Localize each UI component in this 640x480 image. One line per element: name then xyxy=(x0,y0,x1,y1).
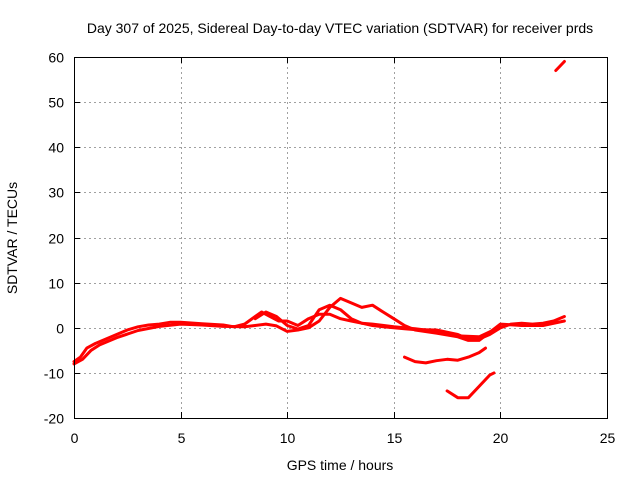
y-tick-label: 10 xyxy=(48,276,64,292)
chart-title: Day 307 of 2025, Sidereal Day-to-day VTE… xyxy=(87,20,593,36)
y-tick-label: 30 xyxy=(48,185,64,201)
series-line-track-5 xyxy=(445,371,496,400)
x-tick-label: 5 xyxy=(178,430,186,446)
x-tick-label: 10 xyxy=(280,430,296,446)
x-tick-label: 20 xyxy=(493,430,509,446)
series-line-track-6 xyxy=(554,60,566,72)
y-tick-label: 50 xyxy=(48,95,64,111)
y-tick-label: 60 xyxy=(48,50,64,66)
x-tick-label: 0 xyxy=(71,430,79,446)
y-tick-label: -10 xyxy=(44,366,64,382)
x-tick-label: 25 xyxy=(600,430,616,446)
series-line-track-3 xyxy=(253,303,502,339)
axis-ticks: 0 5 10 15 20 25 -20 -10 0 10 20 30 40 50 60 xyxy=(44,50,616,447)
grid xyxy=(74,57,607,418)
y-tick-label: -20 xyxy=(44,411,64,427)
x-tick-label: 15 xyxy=(387,430,403,446)
series-line-track-2 xyxy=(72,296,566,366)
series-line-track-4 xyxy=(403,346,487,365)
series-group xyxy=(72,60,566,400)
y-axis-label: SDTVAR / TECUs xyxy=(4,182,20,294)
y-tick-label: 20 xyxy=(48,231,64,247)
y-tick-label: 0 xyxy=(56,321,64,337)
x-axis-label: GPS time / hours xyxy=(287,457,394,473)
y-tick-label: 40 xyxy=(48,140,64,156)
